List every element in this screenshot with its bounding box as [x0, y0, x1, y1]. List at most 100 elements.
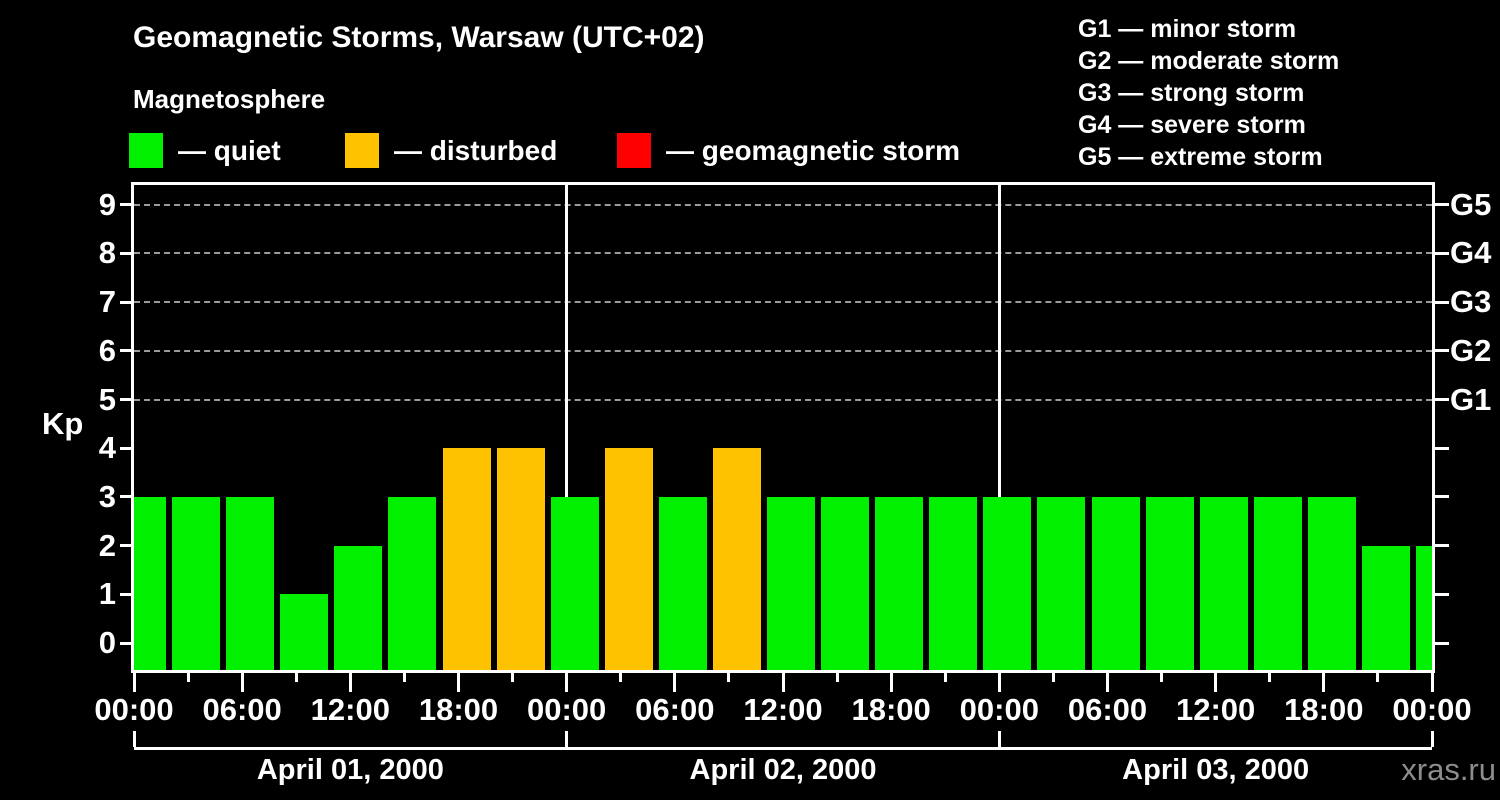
- kp-bar: [658, 496, 707, 670]
- x-major-tick: [997, 673, 1001, 692]
- x-minor-tick: [1376, 673, 1380, 682]
- g-scale-tick-label: G4: [1450, 235, 1492, 271]
- kp-bar: [767, 496, 815, 670]
- legend-label-storm: — geomagnetic storm: [666, 134, 961, 166]
- y-tick-label: 0: [98, 625, 116, 660]
- x-major-tick: [1322, 673, 1326, 692]
- g-scale-legend-line-3: G3 — strong storm: [1078, 79, 1305, 107]
- x-tick-label: 00:00: [527, 692, 607, 727]
- legend-item-disturbed: — disturbed: [345, 133, 557, 168]
- legend-item-storm: — geomagnetic storm: [617, 133, 960, 168]
- y-right-tick: [1435, 641, 1449, 645]
- x-minor-tick: [619, 673, 623, 682]
- legend-swatch-storm: [617, 133, 651, 168]
- kp-bar: [712, 448, 761, 670]
- kp-bar: [929, 496, 978, 670]
- kp-bar: [1416, 545, 1432, 670]
- x-minor-tick: [727, 673, 731, 682]
- x-major-tick: [132, 673, 136, 692]
- x-major-tick: [1430, 673, 1434, 692]
- y-right-tick: [1435, 446, 1449, 450]
- x-minor-tick: [186, 673, 190, 682]
- y-right-tick: [1435, 495, 1449, 499]
- x-tick-label: 12:00: [1176, 692, 1256, 727]
- y-right-tick: [1435, 592, 1449, 596]
- x-tick-label: 06:00: [1067, 692, 1148, 727]
- y-left-tick: [120, 251, 134, 255]
- x-major-tick: [565, 673, 569, 692]
- kp-bar: [1199, 496, 1248, 670]
- y-left-tick: [120, 203, 134, 207]
- kp-bar: [550, 496, 599, 670]
- y-left-tick: [120, 398, 134, 401]
- x-major-tick: [1106, 673, 1109, 692]
- y-left-tick: [120, 641, 134, 645]
- day-boundary-line: [565, 185, 569, 670]
- kp-bar: [226, 496, 275, 670]
- y-right-tick: [1435, 544, 1449, 548]
- g-scale-tick-label: G2: [1450, 332, 1492, 368]
- y-right-tick: [1435, 300, 1449, 304]
- x-tick-label: 18:00: [1284, 692, 1364, 727]
- y-left-tick: [120, 592, 134, 596]
- x-tick-label: 06:00: [202, 692, 282, 727]
- kp-bar: [1145, 496, 1194, 670]
- kp-bar: [1091, 496, 1140, 670]
- x-tick-label: 18:00: [851, 692, 931, 727]
- y-left-tick: [120, 544, 134, 548]
- x-minor-tick: [1268, 673, 1272, 682]
- gridline-kp9: [134, 203, 1432, 206]
- y-tick-label: 3: [98, 478, 116, 514]
- y-tick-label: 6: [98, 332, 116, 368]
- x-minor-tick: [1051, 673, 1055, 682]
- legend-swatch-quiet: [129, 133, 163, 168]
- kp-bar: [334, 545, 383, 670]
- date-label: April 03, 2000: [1122, 754, 1310, 786]
- g-scale-legend-line-4: G4 — severe storm: [1078, 111, 1306, 139]
- g-scale-tick-label: G1: [1450, 381, 1492, 417]
- gridline-kp8: [134, 252, 1432, 255]
- x-major-tick: [889, 673, 893, 692]
- kp-bar: [388, 496, 437, 670]
- kp-bar: [172, 496, 221, 670]
- legend-item-quiet: — quiet: [129, 133, 281, 168]
- y-right-tick: [1435, 398, 1449, 401]
- legend-label-disturbed: — disturbed: [394, 134, 558, 166]
- kp-bar: [442, 448, 491, 670]
- x-minor-tick: [943, 673, 947, 682]
- chart-subtitle: Magnetosphere: [133, 84, 326, 114]
- y-right-tick: [1435, 349, 1449, 353]
- kp-bar: [1361, 545, 1410, 670]
- x-tick-label: 00:00: [94, 692, 174, 727]
- gridline-kp5: [134, 398, 1432, 401]
- x-major-tick: [673, 673, 677, 692]
- g-scale-legend: G1 — minor storm G2 — moderate storm G3 — …: [1078, 13, 1339, 173]
- y-tick-label: 5: [98, 381, 116, 417]
- x-minor-tick: [511, 673, 515, 682]
- kp-bar: [280, 594, 329, 670]
- x-minor-tick: [835, 673, 839, 682]
- x-major-tick: [348, 673, 352, 692]
- watermark: xras.ru: [1401, 752, 1496, 787]
- kp-bar: [134, 496, 166, 670]
- gridline-kp6: [134, 349, 1432, 352]
- x-major-tick: [1214, 673, 1218, 692]
- x-major-tick: [457, 673, 460, 692]
- x-tick-label: 12:00: [743, 692, 823, 727]
- y-left-tick: [120, 300, 134, 304]
- g-scale-legend-line-2: G2 — moderate storm: [1078, 47, 1340, 75]
- g-scale-legend-line-1: G1 — minor storm: [1078, 15, 1297, 43]
- kp-bar: [1307, 496, 1356, 670]
- date-axis-line: [134, 747, 1432, 750]
- date-axis-tick: [1430, 731, 1434, 747]
- date-label: April 01, 2000: [256, 754, 444, 786]
- x-minor-tick: [1160, 673, 1164, 682]
- y-tick-label: 7: [98, 284, 116, 320]
- kp-bar: [1037, 496, 1086, 670]
- kp-bar: [604, 448, 653, 670]
- x-minor-tick: [402, 673, 406, 682]
- g-scale-tick-label: G5: [1450, 186, 1492, 222]
- chart-title: Geomagnetic Storms, Warsaw (UTC+02): [133, 21, 705, 54]
- x-tick-label: 18:00: [418, 692, 499, 727]
